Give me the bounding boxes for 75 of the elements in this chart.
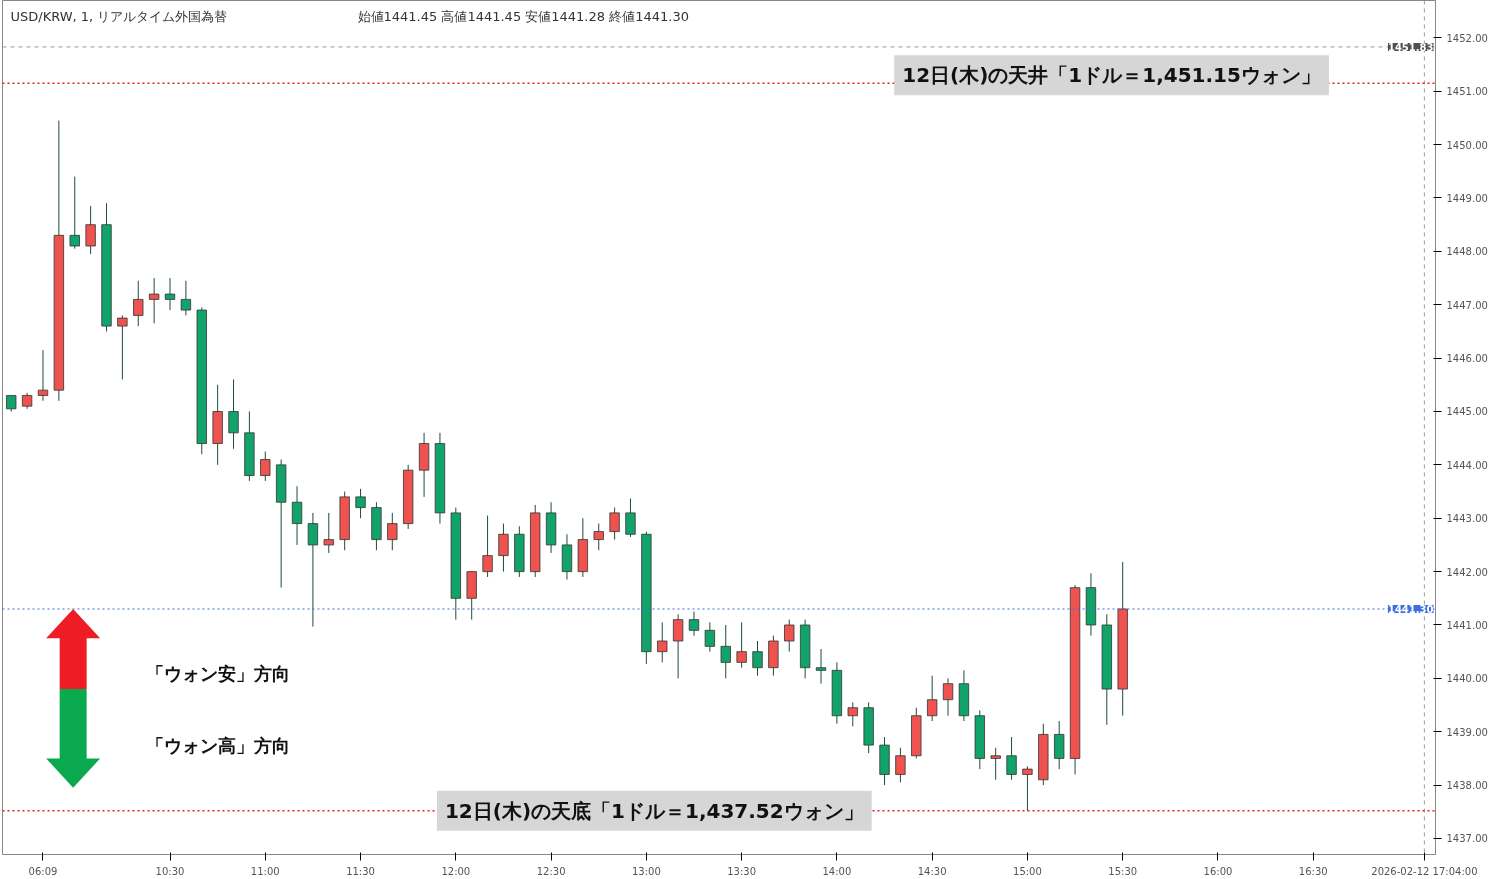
y-tick-label: 1437.00 [1446,833,1488,845]
candlestick [291,485,303,546]
y-tick-label: 1441.00 [1446,619,1488,631]
y-tick-label: 1445.00 [1446,406,1488,418]
candlestick [990,747,1001,781]
candlestick [387,512,398,551]
x-tick-label: 12:00 [441,865,471,877]
candlestick [1006,736,1017,781]
y-tick-label: 1448.00 [1446,246,1488,258]
x-tick-label: 12:30 [536,865,566,877]
x-tick-label: 11:30 [346,865,375,877]
text: 始値1441.45 高値1441.45 安値1441.28 終値1441.30 [357,8,689,24]
x-tick-label: 13:30 [727,865,757,877]
y-tick-label: 1438.00 [1446,780,1488,792]
candlestick [133,280,144,327]
candlestick [942,677,954,717]
y-tick-label: 1446.00 [1446,353,1488,365]
x-tick-label: 15:30 [1108,865,1138,877]
x-tick-label: 2026-02-12 17:04:00 [1371,865,1478,877]
ref-line-label: 1441.30 [1387,603,1434,615]
annotation: 「ウォン高」方向 [146,734,291,756]
candlestick [1022,765,1033,812]
candlestick [895,747,906,783]
y-tick-label: 1440.00 [1446,673,1488,685]
candlestick [847,701,858,727]
x-tick-label: 15:00 [1013,865,1042,877]
candlestick [355,488,366,519]
candlestick [688,611,700,637]
y-tick-label: 1449.00 [1446,192,1488,204]
candlestick [927,675,938,722]
x-tick-label: 13:00 [631,865,661,877]
x-tick-label: 14:30 [917,865,947,877]
candlestick [784,619,795,653]
x-tick-label: 16:00 [1203,865,1233,877]
x-tick-label: 14:00 [822,865,852,877]
candlestick [180,280,192,316]
candlestick [148,277,160,324]
y-tick-label: 1452.00 [1446,32,1488,44]
y-tick-label: 1444.00 [1446,459,1488,471]
y-tick-label: 1447.00 [1446,299,1488,311]
candlestick [625,497,636,538]
candlestick [736,621,747,669]
y-tick-label: 1450.00 [1446,139,1488,151]
candlestick [609,507,620,541]
candlestick [657,621,668,663]
candlestick [704,621,716,653]
candlestick [752,640,763,677]
candlestick [498,523,509,573]
candlestick [672,613,684,679]
ref-line-label: 1451.83 [1387,41,1434,53]
annotation: 12日(木)の天底「1ドル＝1,437.52ウォン」 [444,798,864,823]
annotation: 「ウォン安」方向 [146,662,291,684]
y-tick-label: 1442.00 [1446,566,1488,578]
candlestick [228,378,239,450]
x-tick-label: 10:30 [155,865,185,877]
candlestick [323,512,334,554]
x-tick-label: 16:30 [1298,865,1328,877]
y-tick-label: 1451.00 [1446,86,1488,98]
candlestick [482,515,493,578]
candlestick [720,624,731,679]
candlestick [85,205,96,255]
candlestick [815,648,827,685]
candlestick [260,451,271,482]
x-tick-label: 11:00 [250,865,280,877]
text: USD/KRW, 1, リアルタイム外国為替 [10,8,228,24]
candlestick [593,523,604,551]
y-tick-label: 1439.00 [1446,726,1488,738]
candlestick [117,314,128,380]
candlestick [69,176,80,250]
x-tick-label: 06:09 [28,865,58,877]
annotation: 12日(木)の天井「1ドル＝1,451.15ウォン」 [902,63,1321,88]
candlestick [307,512,319,628]
y-tick-label: 1443.00 [1446,513,1488,525]
candlestick [164,277,176,311]
candlestick [37,349,49,402]
